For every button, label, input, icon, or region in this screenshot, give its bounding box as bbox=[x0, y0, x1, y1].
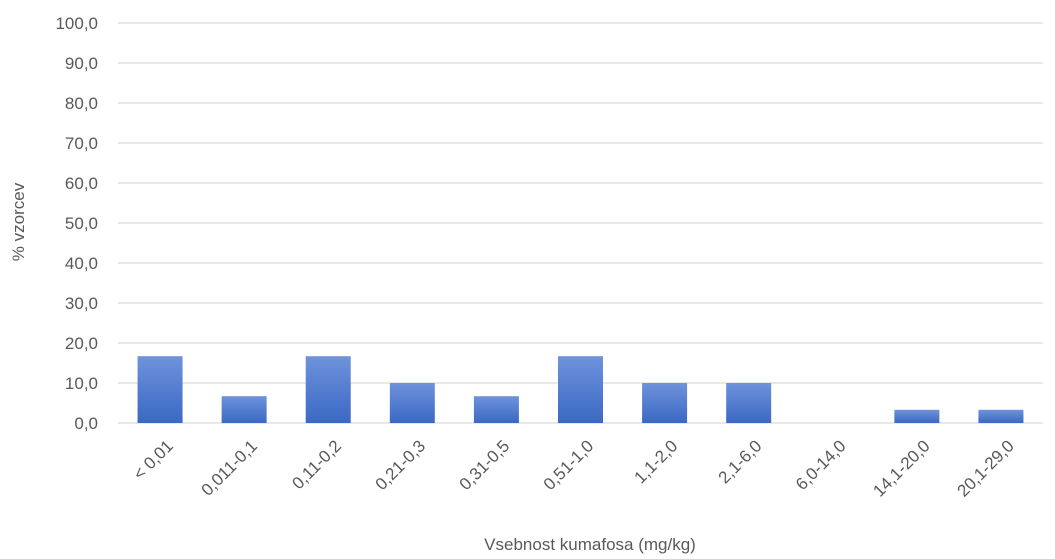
y-tick-label: 0,0 bbox=[74, 414, 98, 433]
x-tick-label: 2,1-6,0 bbox=[715, 436, 766, 487]
y-tick-label: 20,0 bbox=[65, 334, 98, 353]
x-tick-label: 6,0-14,0 bbox=[792, 436, 850, 494]
x-tick-label: 0,11-0,2 bbox=[288, 436, 345, 493]
y-tick-label: 40,0 bbox=[65, 254, 98, 273]
bar bbox=[726, 383, 772, 423]
x-tick-label: 1,1-2,0 bbox=[631, 436, 682, 487]
x-tick-label: 20,1-29,0 bbox=[954, 436, 1018, 500]
y-tick-label: 70,0 bbox=[65, 134, 98, 153]
bar bbox=[978, 409, 1024, 423]
y-tick-label: 90,0 bbox=[65, 54, 98, 73]
x-tick-labels: < 0,01 0,011-0,1 0,11-0,2 0,21-0,3 0,31-0,5 0… bbox=[130, 436, 1018, 500]
bar bbox=[894, 409, 940, 423]
bar bbox=[221, 396, 267, 423]
bar bbox=[389, 383, 435, 423]
bar bbox=[137, 356, 183, 423]
bar bbox=[305, 356, 351, 423]
y-axis-title: % vzorcev bbox=[9, 182, 28, 261]
x-tick-label: 0,31-0,5 bbox=[456, 436, 514, 494]
bars bbox=[137, 356, 1024, 423]
x-axis-title: Vsebnost kumafosa (mg/kg) bbox=[484, 535, 696, 554]
y-tick-label: 100,0 bbox=[55, 14, 98, 33]
y-tick-label: 60,0 bbox=[65, 174, 98, 193]
y-tick-label: 30,0 bbox=[65, 294, 98, 313]
x-tick-label: 14,1-20,0 bbox=[869, 436, 933, 500]
y-tick-labels: 0,0 10,0 20,0 30,0 40,0 50,0 60,0 70,0 80,0 90,0 1… bbox=[55, 14, 98, 433]
x-tick-label: 0,21-0,3 bbox=[372, 436, 430, 494]
x-tick-label: < 0,01 bbox=[130, 436, 177, 483]
bar bbox=[473, 396, 519, 423]
bar bbox=[642, 383, 688, 423]
y-tick-label: 10,0 bbox=[65, 374, 98, 393]
y-tick-label: 50,0 bbox=[65, 214, 98, 233]
x-tick-label: 0,011-0,1 bbox=[198, 436, 261, 499]
gridlines bbox=[118, 22, 1043, 424]
x-tick-label: 0,51-1,0 bbox=[540, 436, 598, 494]
bar bbox=[558, 356, 603, 423]
y-tick-label: 80,0 bbox=[65, 94, 98, 113]
